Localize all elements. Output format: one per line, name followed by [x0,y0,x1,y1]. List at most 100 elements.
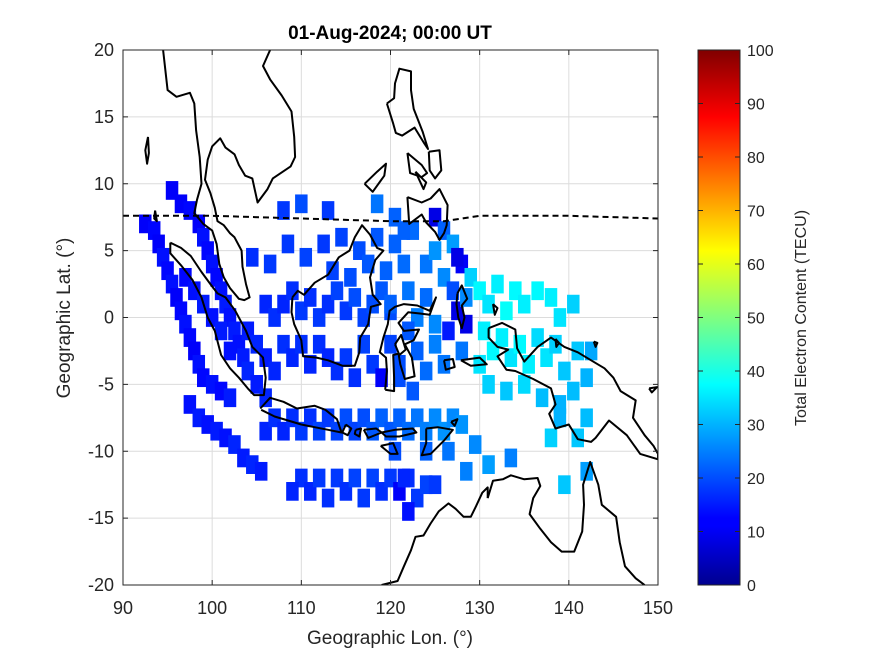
coastline [486,460,646,585]
colorbar-tick-label: 0 [747,578,756,595]
x-tick-label: 90 [113,598,133,618]
y-tick-label: -5 [98,374,114,394]
tec-cell [397,221,411,240]
coastline [353,427,363,438]
tec-cell [254,461,268,481]
tec-cell [406,381,420,401]
tec-cell [531,328,544,347]
coastline [460,356,488,367]
tec-cell [348,468,362,488]
tec-cell [567,294,580,314]
tec-cell [312,468,326,488]
tec-cell [491,274,504,294]
tec-cell [468,435,482,454]
tec-cell [304,288,317,307]
colorbar-tick-label: 80 [747,150,765,167]
tec-cell [370,194,384,214]
coastline [648,386,658,394]
coastline [414,170,428,191]
y-tick-label: -20 [88,575,114,595]
tec-cell [263,254,277,274]
chart-title: 01-Aug-2024; 00:00 UT [288,23,492,44]
tec-cell [295,194,308,214]
y-axis-label: Geographic Lat. (°) [54,238,75,399]
coastline [144,136,150,165]
x-tick-label: 120 [375,598,405,618]
coastline [341,423,353,437]
coastline [380,427,418,438]
coastline [592,340,599,348]
coastline [487,321,658,461]
coastlines [144,50,658,585]
tec-cell [482,294,495,314]
y-tick-label: -15 [88,508,114,528]
tec-cell [330,281,344,301]
tec-cell [335,227,348,247]
tec-cell [553,408,567,428]
colorbar-ticks: 0 10 20 30 40 50 60 70 80 90 100 [698,43,774,595]
tec-cell [580,368,593,388]
coastline [380,442,399,455]
tec-cell [268,361,281,381]
y-axis-ticks: 20 15 10 5 0 -5 -10 -15 -20 [88,40,658,595]
coastline [381,486,489,585]
colorbar-tick-label: 100 [747,43,774,60]
tec-cell [304,354,317,374]
colorbar-tick-label: 20 [747,471,765,488]
tec-cell [348,368,362,388]
tec-cell [495,328,509,347]
y-tick-label: -10 [88,441,114,461]
coastline [290,224,385,367]
tec-cell [419,361,433,381]
tec-cell [500,301,513,321]
y-tick-label: 5 [104,241,114,261]
coastline [492,303,499,316]
tec-cell [375,368,388,388]
tec-cell [482,455,495,474]
tec-cell [482,375,495,394]
colorbar-tick-label: 30 [747,418,765,435]
tec-cell [321,201,335,220]
tec-cell [580,408,593,428]
colorbar-tick-label: 90 [747,97,765,114]
coastline [259,396,343,434]
tec-cell [317,234,330,254]
tec-cell [344,268,357,287]
tec-cell [504,448,518,468]
tec-cell [428,334,442,354]
x-tick-label: 130 [465,598,495,618]
tec-cell [535,388,549,408]
tec-cell [428,314,442,334]
x-axis-label: Geographic Lon. (°) [307,628,473,649]
tec-cell [286,482,299,501]
coastline [169,241,267,397]
x-tick-label: 100 [197,598,227,618]
coastline [406,188,449,241]
coastline [450,418,459,427]
y-tick-label: 20 [94,40,114,60]
tec-cell [388,441,402,461]
tec-cell [544,428,558,448]
tec-cell [259,388,272,408]
coastline [420,426,454,457]
x-tick-label: 110 [287,598,316,618]
tec-cell [455,341,469,361]
y-tick-label: 0 [104,308,114,328]
tec-cell [326,261,339,281]
y-tick-label: 10 [94,174,114,194]
tec-cell [286,281,299,301]
tec-cell [544,288,558,307]
tec-cell [321,488,335,508]
coastline [443,358,456,371]
tec-cell [402,502,415,521]
tec-cell [451,247,464,267]
coastline [406,152,429,179]
y-tick-label: 15 [94,107,114,127]
tec-cell [339,348,353,367]
x-axis-ticks: 90 100 110 120 130 140 150 [113,50,673,618]
tec-cell [558,361,571,381]
tec-cell [460,461,473,481]
tec-cell [518,294,531,314]
